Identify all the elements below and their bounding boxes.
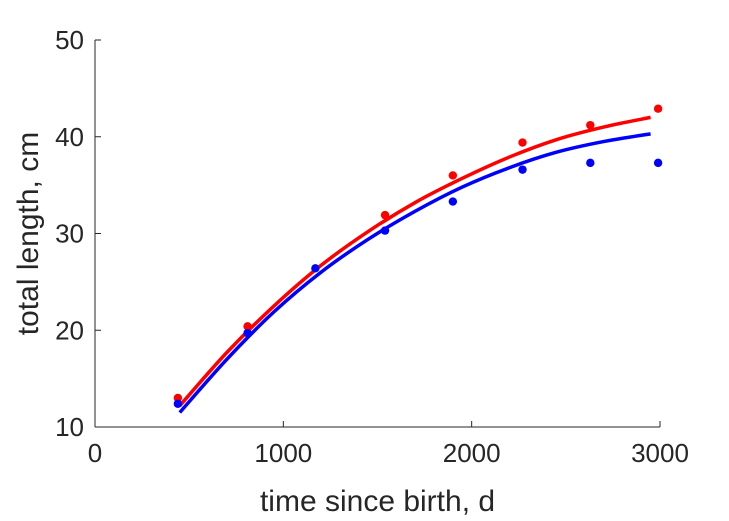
series-1-point-2 xyxy=(311,264,320,273)
y-tick-label-4: 50 xyxy=(55,25,84,55)
series-0-fit-line xyxy=(178,115,651,407)
series-1-point-4 xyxy=(448,197,458,206)
plot-area xyxy=(173,104,663,414)
y-tick-label-0: 10 xyxy=(55,412,84,442)
series-1-point-6 xyxy=(586,158,595,168)
series-0-point-1 xyxy=(243,322,252,331)
series-1-point-1 xyxy=(243,328,252,338)
series-0-point-2 xyxy=(380,210,390,220)
series-0-point-5 xyxy=(586,120,595,130)
series-0-point-3 xyxy=(448,171,458,180)
series-1-point-3 xyxy=(380,226,390,235)
series-0-point-0 xyxy=(173,393,183,403)
y-axis-label: total length, cm xyxy=(12,132,45,335)
x-tick-label-0: 0 xyxy=(88,438,102,468)
y-tick-label-2: 30 xyxy=(55,219,84,249)
y-tick-label-3: 40 xyxy=(55,122,84,152)
x-axis-label: time since birth, d xyxy=(260,485,495,518)
x-tick-label-3: 3000 xyxy=(631,438,689,468)
y-tick-label-1: 20 xyxy=(55,315,84,345)
series-1-point-0 xyxy=(173,399,183,408)
x-tick-label-2: 2000 xyxy=(443,438,501,468)
x-tick-label-1: 1000 xyxy=(254,438,312,468)
series-1-fit-line xyxy=(178,132,651,414)
ticks: 0 1000 2000 3000 10 20 30 40 50 xyxy=(55,25,689,468)
series-1-point-7 xyxy=(653,158,663,168)
series-1-point-5 xyxy=(518,165,527,174)
series-0-point-6 xyxy=(653,104,663,113)
series-0-point-4 xyxy=(518,138,527,147)
